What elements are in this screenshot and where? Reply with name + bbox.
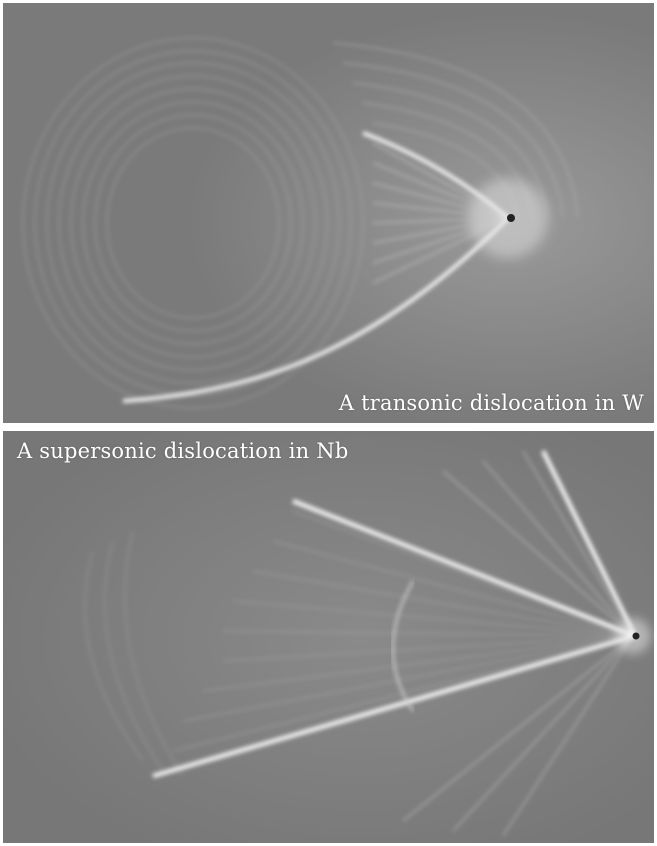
right-arc-waves [332,42,579,219]
transonic-dislocation-image: A transonic dislocation in W [3,3,654,423]
supersonic-mach-cone [152,449,638,779]
background-wave-curves [83,530,184,777]
supersonic-wavefront-graphic [3,431,654,843]
supersonic-dislocation-image: A supersonic dislocation in Nb [3,431,654,843]
inner-curved-wave [391,580,415,712]
outer-mach-rays [402,450,634,837]
circular-wavefront-rings [22,37,364,409]
dislocation-core [507,214,515,222]
transonic-caption: A transonic dislocation in W [338,391,644,415]
dislocation-core [632,632,640,640]
supersonic-caption: A supersonic dislocation in Nb [17,439,349,463]
transonic-wavefront-graphic [3,3,654,423]
